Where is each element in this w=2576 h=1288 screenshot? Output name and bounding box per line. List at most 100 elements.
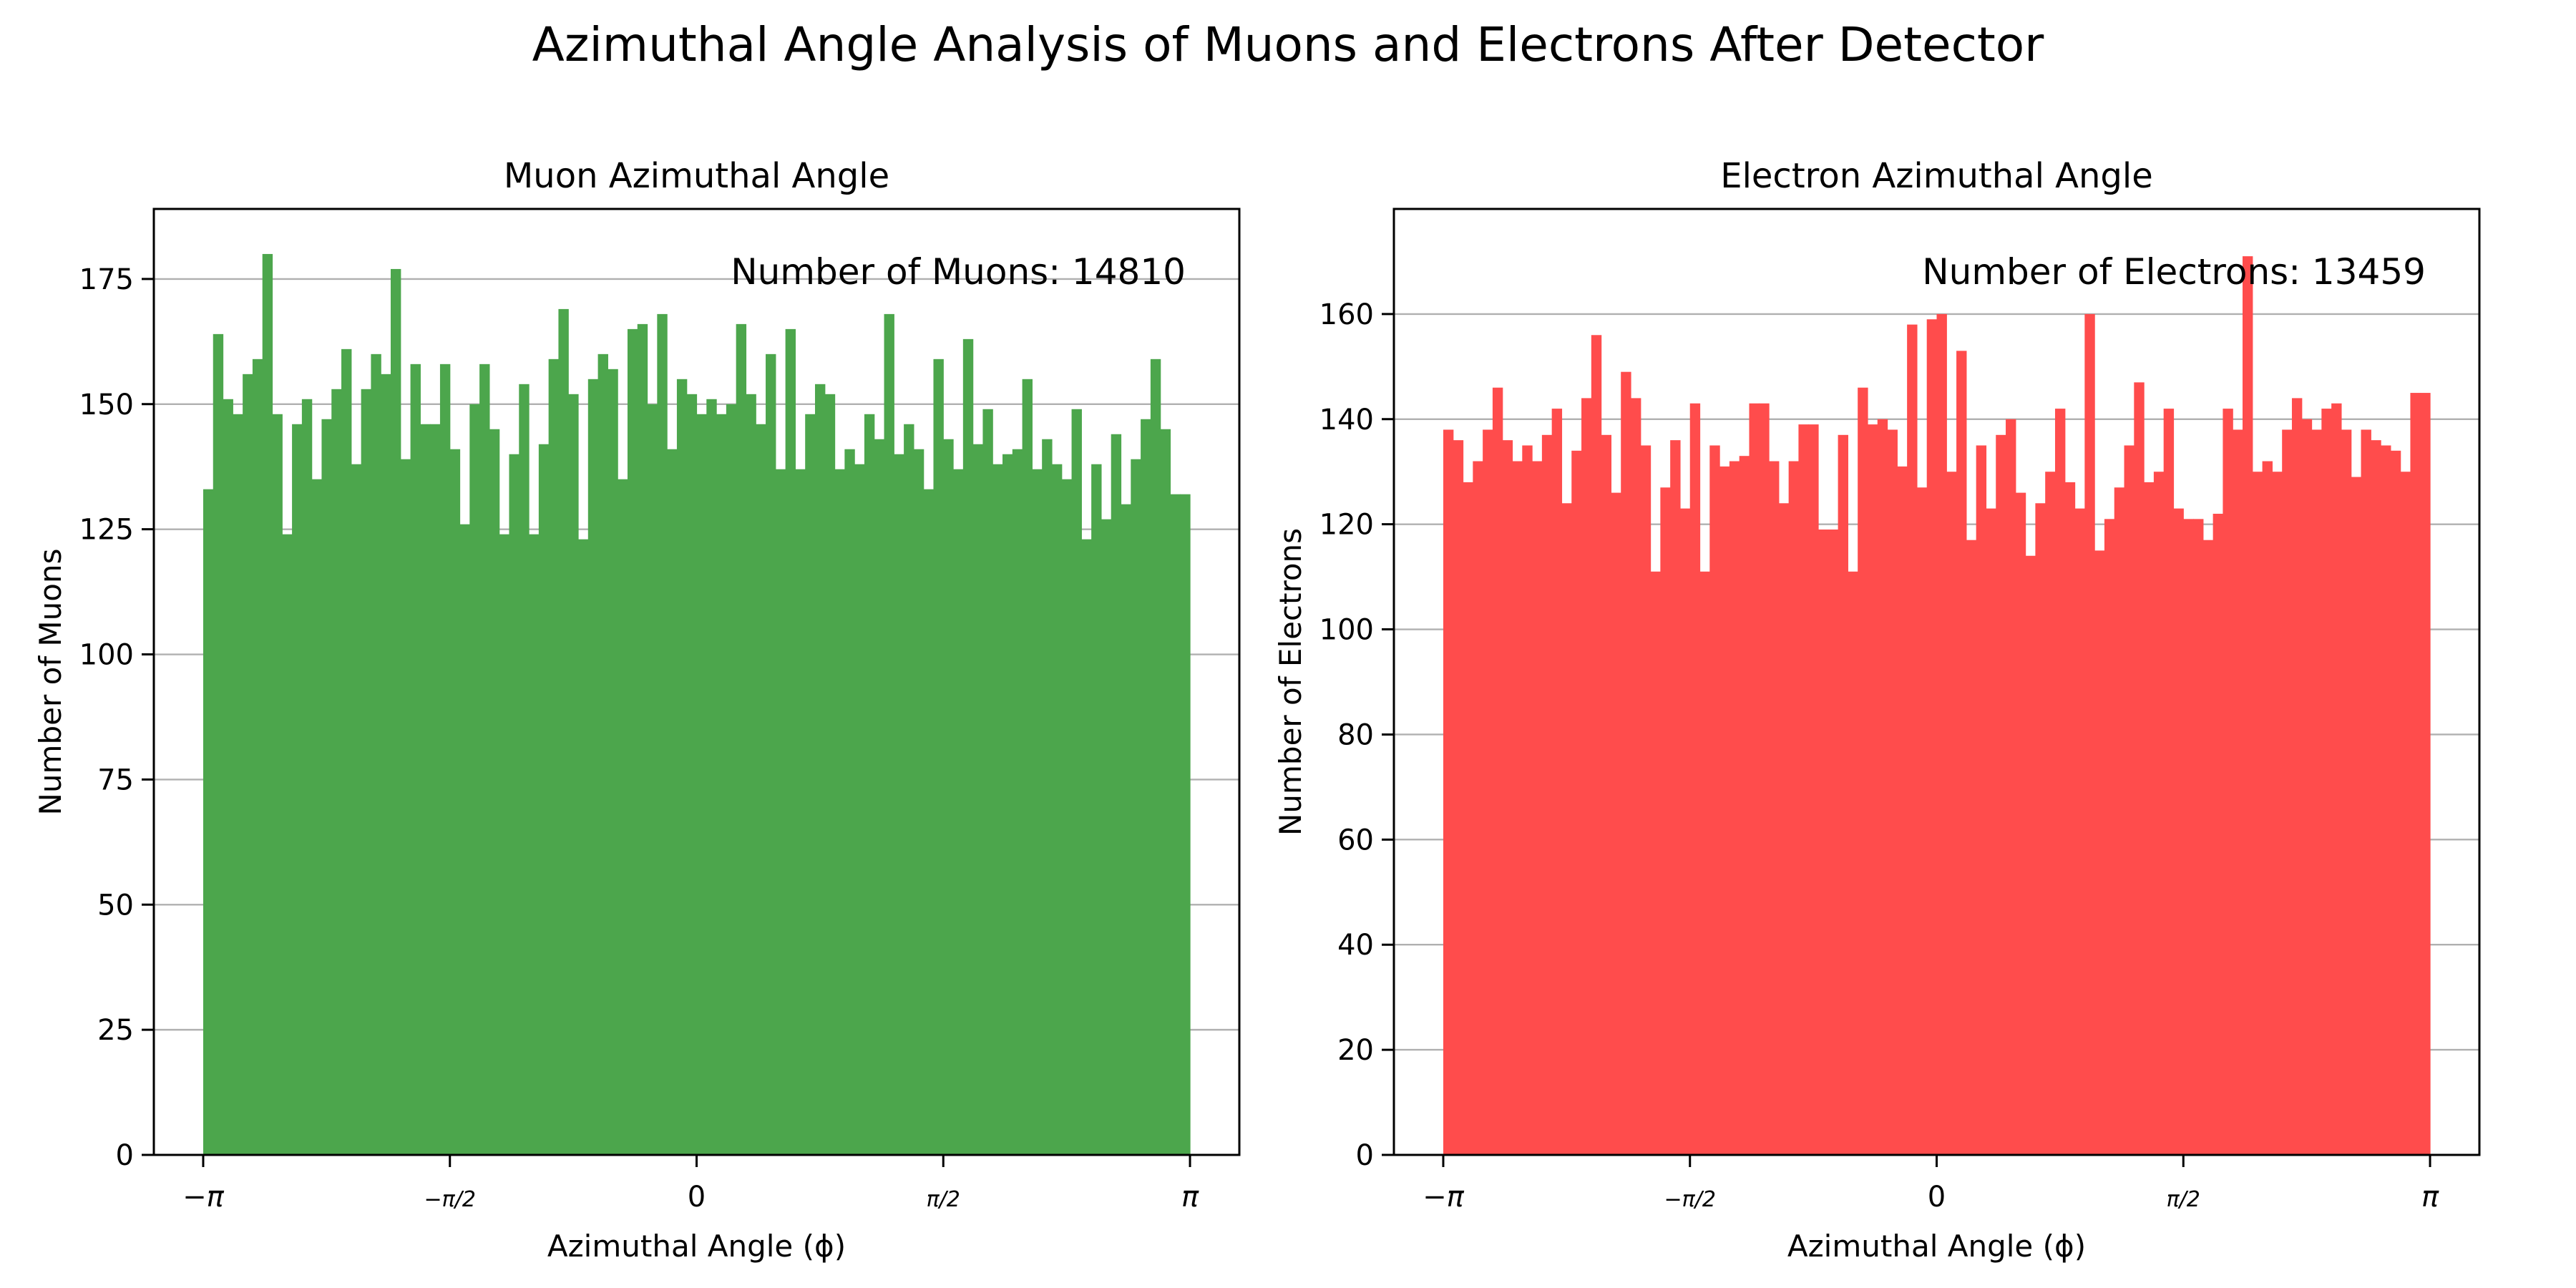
muon-bar	[1091, 464, 1102, 1155]
electron-bar	[1541, 434, 1553, 1155]
muon-bar	[716, 414, 727, 1155]
electron-bar	[2282, 429, 2293, 1155]
muon-bar	[262, 253, 273, 1155]
muon-bar	[972, 444, 984, 1155]
electron-bar	[1522, 445, 1533, 1155]
electron-bar	[1808, 424, 1819, 1155]
electron-bar	[2410, 393, 2421, 1155]
muon-bar	[529, 534, 540, 1155]
electron-bar	[2371, 440, 2381, 1155]
muon-bar	[1141, 419, 1151, 1155]
muon-x-axis-label: Azimuthal Angle (ϕ)	[547, 1229, 846, 1264]
electron-bar	[2054, 409, 2066, 1155]
muon-bar	[637, 323, 648, 1155]
electron-bar	[1956, 351, 1967, 1155]
electron-bar	[2094, 550, 2105, 1155]
electron-x-axis-label: Azimuthal Angle (ϕ)	[1787, 1229, 2086, 1264]
muon-y-axis-label: Number of Muons	[33, 549, 68, 816]
electron-bar	[1996, 434, 2006, 1155]
muon-bar	[647, 404, 658, 1155]
muon-bar	[1081, 539, 1092, 1155]
electron-bar	[2173, 508, 2184, 1155]
electron-ytick-label: 100	[1319, 614, 1374, 647]
electron-bar	[1828, 530, 1839, 1155]
electron-bar	[1867, 424, 1878, 1155]
electron-bar	[1611, 492, 1621, 1155]
muon-bar	[301, 399, 313, 1155]
electron-bar	[1986, 508, 1996, 1155]
electron-bar	[1759, 403, 1770, 1156]
muon-bar	[578, 539, 589, 1155]
electron-bar	[1453, 440, 1464, 1155]
electron-bar	[1492, 387, 1503, 1155]
electron-bar	[1532, 461, 1543, 1155]
muon-xtick-label: π/2	[927, 1187, 960, 1212]
electron-bar	[1679, 508, 1691, 1155]
muon-ytick-label: 100	[79, 639, 134, 672]
electron-bar	[1818, 530, 1829, 1155]
electron-bar	[1719, 466, 1730, 1155]
muon-bar	[992, 464, 1003, 1155]
muon-bar	[1022, 379, 1033, 1156]
electron-ytick-label: 160	[1319, 298, 1374, 331]
muon-bar	[587, 379, 599, 1156]
electron-bar	[1551, 409, 1563, 1155]
muon-bar	[933, 358, 944, 1155]
muon-bar	[864, 414, 875, 1155]
electron-bar	[2341, 429, 2352, 1155]
muon-ytick-label: 25	[97, 1014, 134, 1047]
electron-bar	[2351, 477, 2362, 1155]
electron-bar	[2291, 398, 2303, 1155]
muon-bar	[509, 454, 519, 1155]
muon-bar	[568, 394, 579, 1156]
electron-bar	[2153, 472, 2165, 1155]
muon-bar	[292, 424, 303, 1155]
electron-bar	[1443, 429, 1454, 1155]
electron-count-annotation: Number of Electrons: 13459	[1922, 251, 2426, 293]
electron-bar	[1670, 440, 1681, 1155]
muon-bar	[439, 364, 451, 1156]
electron-bar	[2243, 256, 2253, 1156]
electron-bar	[1778, 503, 1790, 1155]
muon-bar	[1061, 479, 1073, 1155]
muon-bar	[1111, 434, 1122, 1155]
muon-bar	[1002, 454, 1013, 1155]
muon-bar	[756, 424, 766, 1155]
muon-bar	[667, 449, 678, 1155]
electron-ytick-label: 120	[1319, 509, 1374, 542]
muon-bar	[904, 424, 914, 1155]
electron-bar	[2163, 409, 2175, 1155]
electron-bar	[2025, 555, 2036, 1155]
electron-bar	[1769, 461, 1780, 1155]
electron-bar	[1729, 461, 1740, 1155]
muon-bar	[736, 323, 747, 1155]
electron-bar	[2381, 445, 2391, 1155]
muon-bar	[272, 414, 283, 1155]
muon-bar	[341, 348, 352, 1156]
muon-bar	[1042, 439, 1053, 1155]
electron-bar	[1887, 429, 1898, 1155]
electron-bar	[1699, 571, 1710, 1155]
electron-bar	[2301, 419, 2313, 1155]
muon-bar	[824, 394, 836, 1156]
muon-bar	[775, 469, 786, 1155]
muon-bar	[252, 358, 263, 1155]
muon-bar	[608, 369, 618, 1155]
electron-ytick-label: 60	[1337, 824, 1374, 857]
muon-bar	[282, 534, 293, 1155]
muon-bar	[1170, 494, 1181, 1155]
muon-bar	[213, 333, 224, 1156]
muon-bar	[627, 328, 638, 1155]
muon-bar	[726, 404, 737, 1155]
muon-bar	[1071, 409, 1082, 1155]
muon-bar	[459, 524, 470, 1155]
electron-ytick-label: 140	[1319, 404, 1374, 436]
electron-bar	[1502, 440, 1513, 1155]
muon-bar	[390, 268, 401, 1155]
muon-xtick-label: −π/2	[424, 1187, 476, 1212]
muon-bar	[351, 464, 362, 1155]
electron-bar	[2035, 503, 2046, 1155]
electron-histogram-panel: 0 20 40 60 80 100 120 140 160 −π −π/2 0 π/2 π Electron…	[1273, 156, 2481, 1264]
muon-bar	[618, 479, 628, 1155]
electron-bar	[2262, 461, 2273, 1155]
